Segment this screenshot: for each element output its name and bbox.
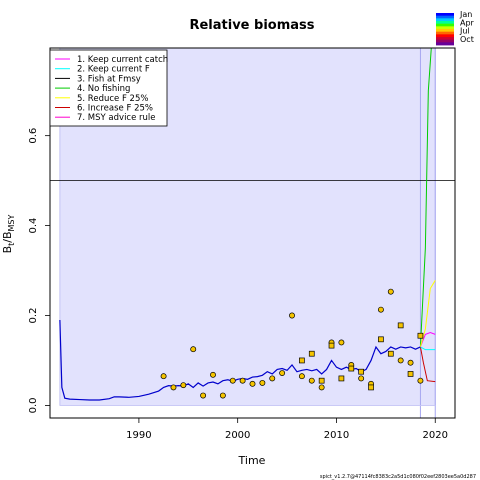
season-label: Oct [460,35,474,44]
catch-obs-square [397,322,404,329]
catch-obs-square [348,365,355,372]
season-color-swatch [436,31,454,35]
catch-obs-circle [269,375,276,382]
catch-obs-circle [249,380,256,387]
y-axis-title-sub-msy: MSY [7,214,16,231]
legend-label: 2. Keep current F [77,65,150,75]
biomass-line [59,319,421,401]
catch-obs-square [328,342,335,349]
x-tick-label: 2020 [423,430,448,441]
catch-obs-circle [358,375,365,382]
catch-obs-circle [417,377,424,384]
catch-obs-square [308,350,315,357]
legend-label: 7. MSY advice rule [77,113,156,123]
y-tick-label: 0.4 [28,218,39,234]
x-axis-title: Time [238,454,266,467]
chart-title: Relative biomass [189,18,314,33]
legend-label: 1. Keep current catch [77,55,168,65]
forecast-curve-3 [419,332,436,348]
forecast-curve-2 [419,346,436,383]
catch-obs-circle [298,373,305,380]
catch-obs-circle [239,377,246,384]
catch-obs-circle [377,306,384,313]
catch-obs-circle [200,392,207,399]
catch-obs-square [378,336,384,343]
y-tick-label: 0.0 [28,397,39,413]
catch-obs-square [368,384,374,391]
season-color-swatch [436,21,454,25]
catch-obs-circle [160,373,167,380]
catch-obs-circle [387,288,394,295]
catch-obs-circle [219,392,226,399]
season-color-swatch [436,42,454,46]
season-color-swatch [436,34,454,38]
catch-obs-circle [397,357,404,364]
y-tick-label: 0.6 [28,128,39,144]
catch-obs-square [417,332,424,339]
catch-obs-circle [259,379,266,386]
season-label: Jan [459,10,472,19]
version-footer: spict_v1.2.7@47114fc8383c2a5d1c080f02eef… [320,474,476,480]
catch-obs-circle [190,346,197,353]
catch-obs-square [387,350,394,357]
y-axis: 0.0 0.2 0.4 0.6 [28,128,50,413]
legend-label: 6. Increase F 25% [77,104,153,114]
catch-obs-square [407,371,414,377]
catch-obs-circle [318,384,325,391]
y-axis-title: Bt/BMSY [1,214,16,253]
legend-label: 5. Reduce F 25% [77,94,148,104]
catch-obs-circle [289,312,295,319]
y-axis-title-div: /B [1,231,14,242]
plot-frame [49,47,456,419]
y-axis-title-main: B [1,246,14,254]
catch-obs-circle [210,371,216,378]
season-color-swatch [436,15,454,19]
x-tick-label: 1990 [126,430,151,441]
catch-observations [160,288,424,399]
catch-obs-circle [279,370,286,376]
catch-obs-circle [170,384,177,391]
catch-obs-square [338,375,345,382]
season-color-swatch [436,23,454,27]
season-color-swatch [436,29,454,33]
y-tick-label: 0.2 [28,308,39,324]
y-axis-title-sub-t: t [7,243,16,246]
catch-obs-circle [407,359,414,366]
catch-obs-circle [180,382,187,389]
season-color-swatch [436,39,454,43]
catch-obs-circle [308,377,315,384]
forecast-curve-1 [419,47,432,347]
catch-obs-square [299,357,305,364]
season-color-swatch [436,18,454,22]
season-label: Apr [460,18,475,27]
catch-obs-square [318,377,325,384]
legend-label: 3. Fish at Fmsy [77,74,141,84]
legend-label: 4. No fishing [77,84,130,94]
catch-obs-square [358,368,365,375]
season-label: Jul [459,27,470,36]
season-color-swatch [436,26,454,30]
season-color-swatch [436,37,454,41]
forecast-curve-4 [420,346,436,351]
x-tick-label: 2000 [225,430,250,441]
catch-obs-circle [229,377,236,384]
season-color-swatch [436,13,454,17]
x-axis: 1990 2000 2010 2020 [126,418,448,441]
catch-obs-circle [338,339,345,346]
x-tick-label: 2010 [324,430,349,441]
